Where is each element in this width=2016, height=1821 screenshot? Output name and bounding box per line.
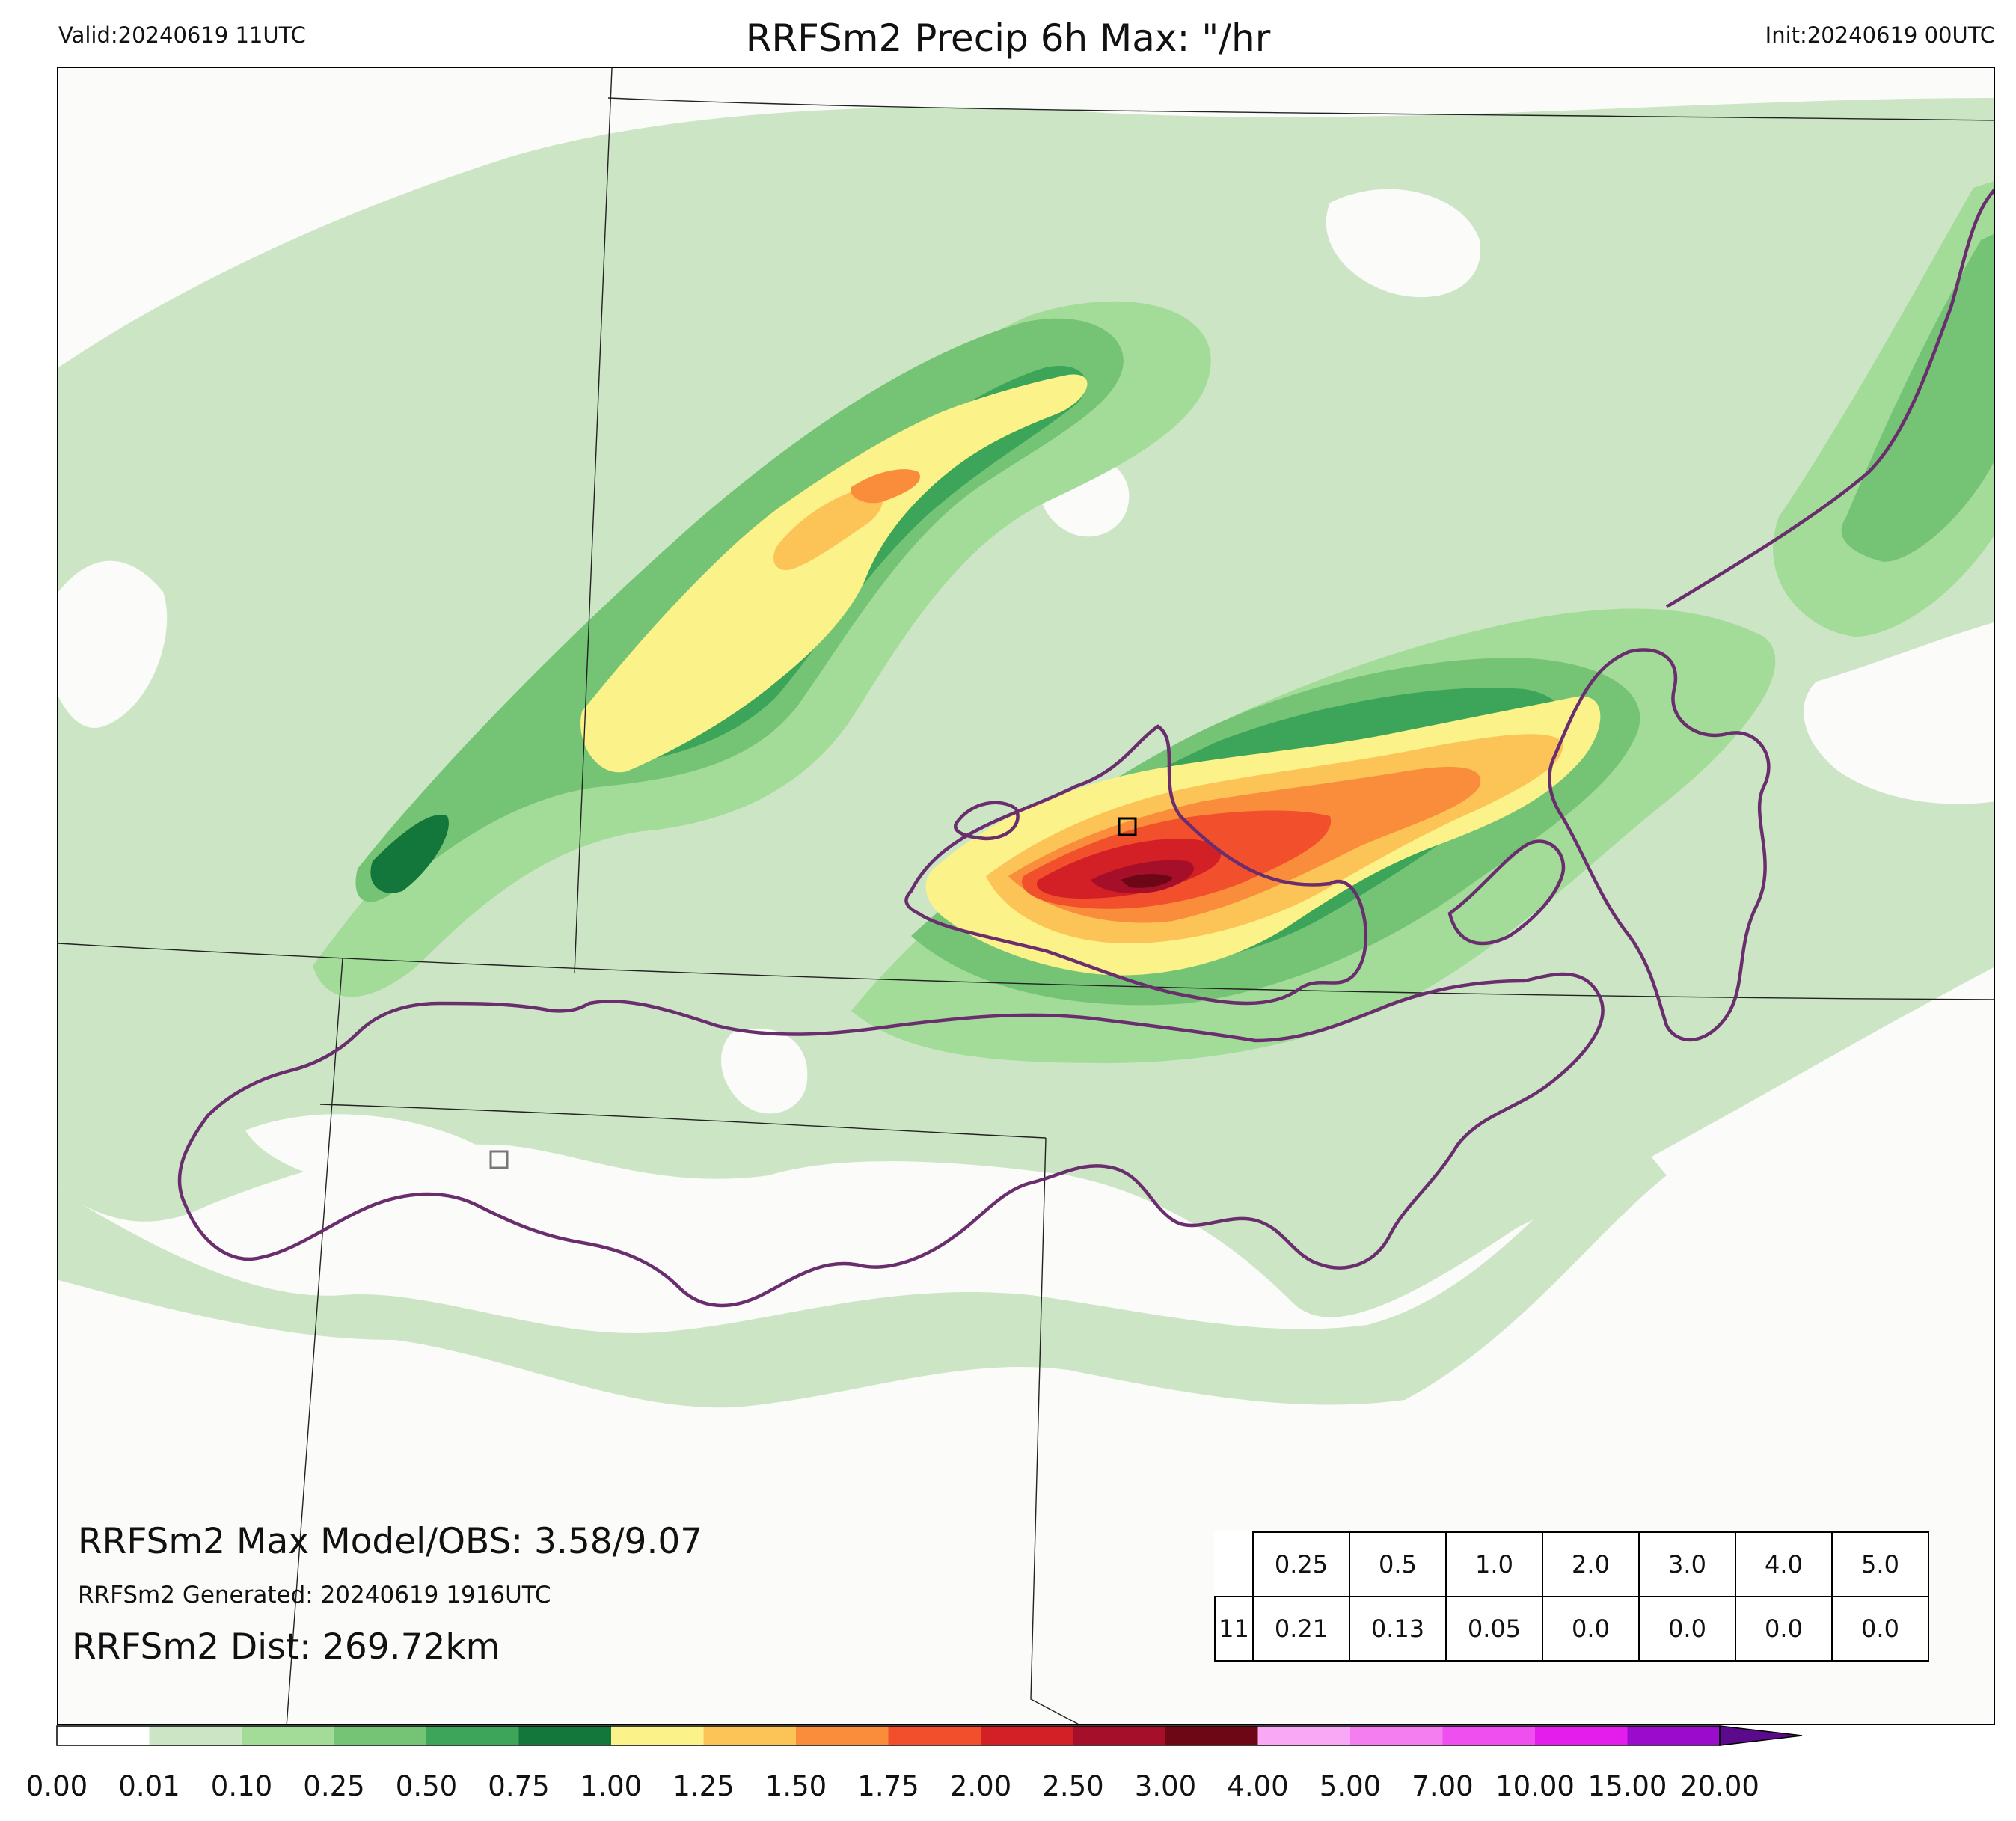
colorbar-tick-label: 0.25 [303,1770,365,1802]
colorbar-swatch [611,1726,704,1745]
colorbar-swatch [334,1726,427,1745]
colorbar-tick-label: 20.00 [1680,1770,1759,1802]
dry-area-5 [245,1114,489,1190]
colorbar-swatch [981,1726,1073,1745]
distance-value: RRFSm2 Dist: 269.72km [72,1626,500,1668]
colorbar-swatch [426,1726,519,1745]
precip-core-sw-darkest [370,815,449,893]
colorbar-swatch [703,1726,797,1745]
init-time: Init:20240619 00UTC [1765,22,1995,48]
colorbar-swatch [1350,1726,1443,1745]
observation-marker-grey [489,1150,509,1169]
threshold-cell: 4.0 [1735,1531,1833,1597]
colorbar-swatch [1257,1726,1351,1745]
colorbar-tick-label: 0.50 [395,1770,458,1802]
colorbar-swatch [1073,1726,1166,1745]
precip-core-nw-orange [773,486,883,570]
observation-max-marker [1118,817,1137,836]
colorbar-tick-label: 1.25 [672,1770,735,1802]
state-boundaries [58,68,1994,1724]
dry-area-4 [1804,622,1994,804]
threshold-cell: 1.0 [1445,1531,1543,1597]
colorbar-tick-label: 1.75 [857,1770,919,1802]
value-cell: 0.21 [1252,1596,1350,1662]
dry-area-1 [58,560,168,728]
colorbar-swatch [242,1726,334,1745]
precip-band-ne-mid [1841,233,1994,562]
value-cell: 0.13 [1349,1596,1447,1662]
colorbar [56,1725,1803,1746]
observation-contours [177,189,1994,1308]
threshold-cell: 5.0 [1831,1531,1929,1597]
threshold-row: 0.25 0.5 1.0 2.0 3.0 4.0 5.0 [1215,1531,1929,1597]
precip-field-light [58,98,1994,1317]
colorbar-swatch [1535,1726,1628,1745]
colorbar-tick-label: 10.00 [1495,1770,1575,1802]
threshold-cell: 2.0 [1542,1531,1640,1597]
colorbar-tick-label: 0.75 [488,1770,550,1802]
dry-area-2 [1326,189,1481,298]
row-label: 11 [1214,1596,1254,1662]
colorbar-tick-label: 2.00 [949,1770,1012,1802]
value-row: 11 0.21 0.13 0.05 0.0 0.0 0.0 0.0 [1214,1596,1929,1662]
colorbar-tick-label: 4.00 [1227,1770,1289,1802]
precip-map: RRFSm2 Max Model/OBS: 3.58/9.07 RRFSm2 G… [57,67,1995,1725]
colorbar-swatch [57,1726,150,1745]
colorbar-swatch [518,1726,612,1745]
colorbar-swatch [1442,1726,1536,1745]
map-title: RRFSm2 Precip 6h Max: "/hr [745,16,1271,60]
colorbar-swatch [796,1726,889,1745]
precip-core-nw-orange-2 [851,469,920,504]
colorbar-tick-label: 2.50 [1042,1770,1104,1802]
value-cell: 0.0 [1735,1596,1833,1662]
colorbar-tick-label: 15.00 [1587,1770,1667,1802]
colorbar-swatch [1627,1726,1721,1745]
colorbar-tick-label: 7.00 [1412,1770,1474,1802]
value-cell: 0.05 [1445,1596,1543,1662]
colorbar-tick-label: 1.00 [580,1770,643,1802]
precip-field-light-south [58,1130,1667,1408]
colorbar-swatch [888,1726,981,1745]
precip-core-nw-yellow [580,374,1088,773]
colorbar-extend-arrow [1719,1725,1803,1746]
threshold-cell: 0.5 [1349,1531,1447,1597]
threshold-cell: 3.0 [1638,1531,1736,1597]
colorbar-tick-label: 0.00 [25,1770,88,1802]
max-model-obs: RRFSm2 Max Model/OBS: 3.58/9.07 [78,1521,703,1562]
colorbar-tick-label: 1.50 [765,1770,827,1802]
colorbar-swatch [149,1726,242,1745]
colorbar-swatch [1165,1726,1258,1745]
valid-time: Valid:20240619 11UTC [58,22,306,48]
precip-core-se-maroon [1121,874,1173,888]
dry-area-6 [721,1028,808,1114]
colorbar-tick-label: 0.10 [210,1770,273,1802]
colorbar-tick-label: 0.01 [118,1770,180,1802]
value-cell: 0.0 [1542,1596,1640,1662]
value-cell: 0.0 [1638,1596,1736,1662]
value-cell: 0.0 [1831,1596,1929,1662]
table-corner [1215,1532,1253,1597]
colorbar-frame [56,1725,1721,1746]
colorbar-tick-label: 3.00 [1134,1770,1197,1802]
map-layers [58,68,1994,1724]
generated-time: RRFSm2 Generated: 20240619 1916UTC [78,1582,551,1609]
threshold-stats-table: 0.25 0.5 1.0 2.0 3.0 4.0 5.0 11 0.21 0.1… [1214,1531,1929,1662]
threshold-cell: 0.25 [1252,1531,1350,1597]
colorbar-tick-label: 5.00 [1319,1770,1382,1802]
